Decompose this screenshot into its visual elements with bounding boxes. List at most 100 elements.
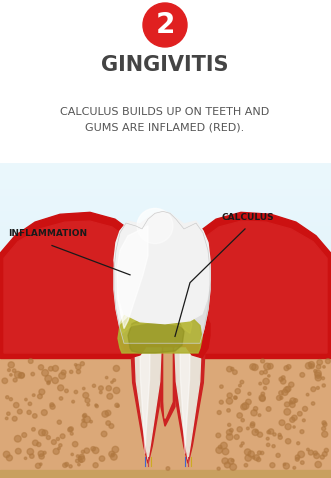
Circle shape [27,410,31,414]
Circle shape [283,463,286,466]
Circle shape [69,427,73,431]
Circle shape [18,372,24,379]
Circle shape [8,362,14,368]
Circle shape [284,409,291,415]
Circle shape [322,452,327,456]
Circle shape [71,453,73,456]
Circle shape [87,403,90,406]
Circle shape [74,364,77,366]
Circle shape [322,384,325,387]
Polygon shape [118,312,202,353]
Circle shape [316,365,321,369]
Circle shape [75,364,81,369]
Circle shape [279,420,285,425]
Circle shape [303,406,307,411]
Circle shape [270,463,275,467]
Circle shape [322,431,328,437]
Circle shape [42,369,48,376]
Circle shape [257,457,261,462]
Circle shape [285,386,291,391]
Circle shape [264,363,271,370]
Circle shape [227,393,232,398]
Circle shape [241,404,247,410]
Circle shape [325,358,330,364]
Circle shape [13,378,17,382]
Circle shape [9,398,13,401]
Text: CALCULUS BUILDS UP ON TEETH AND
GUMS ARE INFLAMED (RED).: CALCULUS BUILDS UP ON TEETH AND GUMS ARE… [60,107,270,133]
Polygon shape [135,348,161,459]
Circle shape [283,463,289,469]
Circle shape [39,454,44,459]
Bar [0,338,331,358]
Circle shape [254,455,260,460]
Circle shape [24,457,27,459]
Circle shape [82,387,85,390]
Circle shape [47,381,50,383]
Polygon shape [140,348,150,454]
Circle shape [113,365,119,371]
Circle shape [99,386,103,391]
Circle shape [117,404,119,407]
Circle shape [101,431,107,437]
Circle shape [231,367,234,370]
Circle shape [25,398,27,401]
Circle shape [111,381,113,383]
Circle shape [38,365,44,370]
Circle shape [109,451,115,457]
Circle shape [68,427,72,432]
Circle shape [284,402,290,407]
Circle shape [290,402,295,408]
Circle shape [216,433,221,438]
Circle shape [47,381,50,385]
Circle shape [293,426,295,428]
Circle shape [128,227,152,250]
Circle shape [17,409,22,414]
Circle shape [257,432,262,437]
Circle shape [252,456,255,459]
Circle shape [322,377,325,380]
Circle shape [59,397,63,400]
Circle shape [65,462,69,466]
Circle shape [306,393,309,396]
Circle shape [313,451,317,455]
Circle shape [69,465,72,468]
Circle shape [263,378,269,384]
Circle shape [273,433,276,436]
Text: 2: 2 [155,11,175,39]
Circle shape [308,361,314,368]
Circle shape [258,414,261,416]
Circle shape [137,208,173,244]
Circle shape [78,456,82,460]
Circle shape [83,416,90,423]
Circle shape [72,400,74,403]
Circle shape [259,395,265,401]
Circle shape [10,374,12,376]
Circle shape [276,453,280,457]
Circle shape [38,451,44,456]
Circle shape [61,370,66,375]
Circle shape [280,379,286,384]
Circle shape [2,378,8,383]
Circle shape [37,394,42,399]
Circle shape [28,402,32,405]
Circle shape [297,442,300,445]
Circle shape [3,451,10,457]
Circle shape [83,413,87,417]
Circle shape [70,432,73,435]
Circle shape [35,463,41,468]
Bar [0,470,331,478]
Circle shape [58,447,60,450]
Circle shape [15,371,21,378]
Circle shape [267,430,270,434]
Polygon shape [131,348,165,463]
Circle shape [222,458,228,464]
Polygon shape [114,211,210,324]
Circle shape [107,393,113,399]
Circle shape [285,439,291,444]
Circle shape [113,379,116,381]
Circle shape [79,459,82,462]
Circle shape [248,392,251,395]
Circle shape [308,450,313,455]
Circle shape [6,396,9,399]
Circle shape [323,423,327,426]
